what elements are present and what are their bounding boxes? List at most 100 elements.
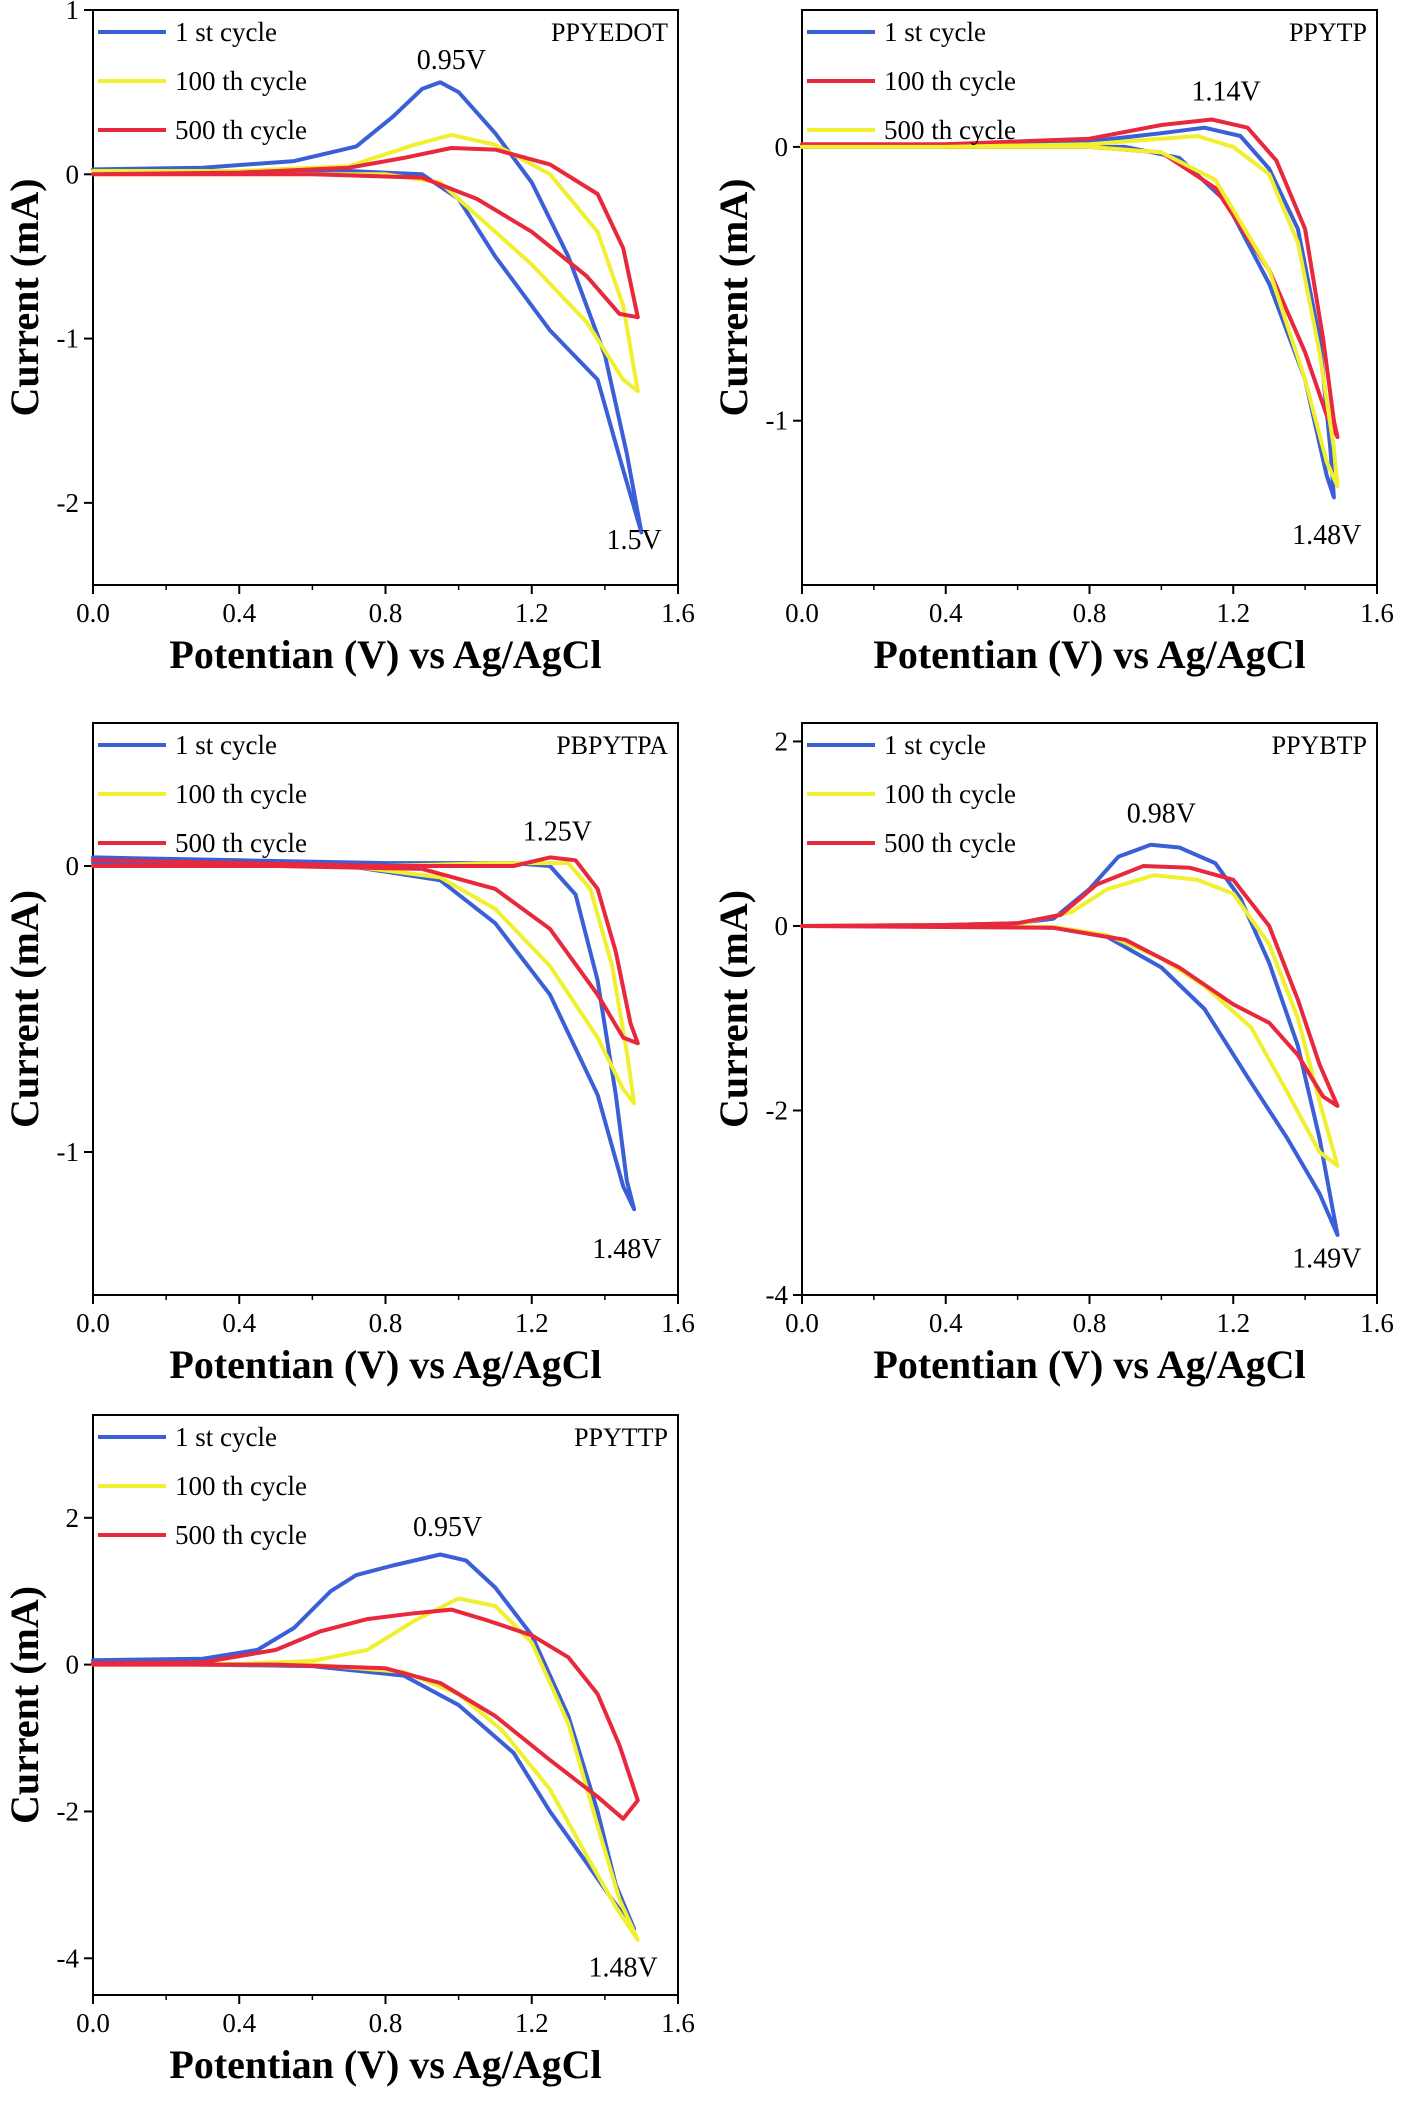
y-tick-label: 0 (66, 159, 80, 189)
y-tick-label: 1 (66, 0, 80, 25)
x-tick-label: 0.4 (222, 1308, 256, 1338)
x-tick-label: 0.0 (785, 1308, 819, 1338)
legend-label: 500 th cycle (175, 828, 307, 858)
y-tick-label: 2 (775, 726, 789, 756)
chart-title: PPYTTP (574, 1423, 668, 1452)
annotation-label: 1.25V (523, 816, 592, 847)
annotation-label: 0.98V (1127, 799, 1196, 830)
y-tick-label: -1 (57, 324, 80, 354)
x-axis-label: Potentian (V) vs Ag/AgCl (169, 1342, 601, 1387)
chart-panel-1: 0.0 0.4 0.8 1.2 1.6 1 0 -1 -2 Potentian (V) vs Ag… (2, 0, 695, 677)
series-line-1 (91, 1552, 637, 1931)
x-tick-label: 0.8 (369, 598, 403, 628)
x-tick-label: 1.6 (1360, 1308, 1394, 1338)
x-tick-label: 1.2 (515, 1308, 549, 1338)
annotation-label: 1.48V (592, 1234, 661, 1265)
series-line-3 (91, 855, 640, 1046)
annotation-label: 0.95V (413, 1512, 482, 1543)
chart-panel-4: 0.0 0.4 0.8 1.2 1.6 2 0 -2 -4 Potentian (V) vs Ag… (711, 722, 1394, 1387)
x-tick-label: 1.2 (515, 598, 549, 628)
y-tick-label: 0 (775, 132, 789, 162)
x-tick-label: 0.4 (222, 598, 256, 628)
legend-label: 100 th cycle (175, 66, 307, 96)
chart-panel-5: 0.0 0.4 0.8 1.2 1.6 2 0 -2 -4 Potentian (V) vs Ag… (2, 1414, 695, 2087)
legend-label: 100 th cycle (884, 66, 1016, 96)
y-tick-label: -2 (766, 1095, 789, 1125)
y-tick-label: 2 (66, 1503, 80, 1533)
annotation-label: 1.49V (1292, 1243, 1361, 1274)
x-tick-label: 1.6 (661, 2008, 695, 2038)
legend-label: 100 th cycle (884, 779, 1016, 809)
annotation-label: 1.48V (589, 1953, 658, 1984)
x-axis-label: Potentian (V) vs Ag/AgCl (873, 1342, 1305, 1387)
y-axis-label: Current (mA) (2, 890, 47, 1128)
legend-label: 500 th cycle (175, 1520, 307, 1550)
series-line-2 (800, 873, 1340, 1168)
y-tick-label: -1 (57, 1137, 80, 1167)
plot-frame (92, 1414, 679, 1996)
y-axis-label: Current (mA) (711, 178, 756, 416)
chart-title: PBPYTPA (556, 731, 668, 760)
x-tick-label: 1.6 (1360, 598, 1394, 628)
y-tick-label: 0 (66, 1650, 80, 1680)
legend-label: 1 st cycle (884, 17, 986, 47)
x-tick-label: 0.8 (369, 1308, 403, 1338)
x-tick-label: 0.4 (222, 2008, 256, 2038)
series-line-3 (91, 146, 640, 320)
legend-label: 500 th cycle (175, 115, 307, 145)
x-tick-label: 0.8 (369, 2008, 403, 2038)
legend-label: 500 th cycle (884, 828, 1016, 858)
x-axis-label: Potentian (V) vs Ag/AgCl (169, 632, 601, 677)
y-axis-label: Current (mA) (2, 1586, 47, 1824)
legend-label: 1 st cycle (175, 1422, 277, 1452)
x-tick-label: 0.0 (76, 598, 110, 628)
series-line-1 (91, 80, 644, 535)
series-line-1 (91, 855, 637, 1212)
x-tick-label: 0.8 (1073, 1308, 1107, 1338)
y-axis-label: Current (mA) (2, 178, 47, 416)
legend-label: 500 th cycle (884, 115, 1016, 145)
annotation-label: 1.48V (1292, 520, 1361, 551)
series-line-3 (91, 1607, 640, 1821)
chart-title: PPYTP (1289, 18, 1367, 47)
chart-title: PPYEDOT (551, 18, 668, 47)
x-tick-label: 1.6 (661, 1308, 695, 1338)
legend-label: 1 st cycle (175, 17, 277, 47)
x-tick-label: 1.2 (1216, 598, 1250, 628)
y-tick-label: -1 (766, 406, 789, 436)
x-tick-label: 0.4 (929, 598, 963, 628)
legend-label: 100 th cycle (175, 1471, 307, 1501)
chart-panel-3: 0.0 0.4 0.8 1.2 1.6 0 -1 Potentian (V) vs Ag/Ag… (2, 722, 695, 1387)
legend-label: 1 st cycle (175, 730, 277, 760)
y-tick-label: -2 (57, 1796, 80, 1826)
x-tick-label: 0.8 (1073, 598, 1107, 628)
x-tick-label: 1.2 (515, 2008, 549, 2038)
y-axis-label: Current (mA) (711, 890, 756, 1128)
series-line-3 (800, 134, 1340, 489)
y-tick-label: -2 (57, 488, 80, 518)
x-tick-label: 0.0 (785, 598, 819, 628)
x-tick-label: 1.6 (661, 598, 695, 628)
x-tick-label: 0.4 (929, 1308, 963, 1338)
x-axis-label: Potentian (V) vs Ag/AgCl (169, 2042, 601, 2087)
annotation-label: 1.14V (1191, 76, 1260, 107)
annotation-label: 1.5V (607, 525, 662, 556)
x-tick-label: 1.2 (1216, 1308, 1250, 1338)
y-tick-label: 0 (66, 851, 80, 881)
plot-frame (801, 9, 1378, 586)
plot-frame (92, 9, 679, 586)
y-tick-label: 0 (775, 911, 789, 941)
y-tick-label: -4 (766, 1280, 789, 1310)
x-axis-label: Potentian (V) vs Ag/AgCl (873, 632, 1305, 677)
x-tick-label: 0.0 (76, 1308, 110, 1338)
series-line-3 (800, 864, 1340, 1108)
series-line-2 (91, 861, 637, 1106)
y-tick-label: -4 (57, 1943, 80, 1973)
chart-panel-2: 0.0 0.4 0.8 1.2 1.6 0 -1 Potentian (V) vs Ag/Ag… (711, 9, 1394, 677)
legend-label: 100 th cycle (175, 779, 307, 809)
series-line-1 (800, 125, 1336, 500)
annotation-label: 0.95V (417, 45, 486, 76)
series-line-2 (800, 117, 1340, 440)
chart-title: PPYBTP (1272, 731, 1367, 760)
